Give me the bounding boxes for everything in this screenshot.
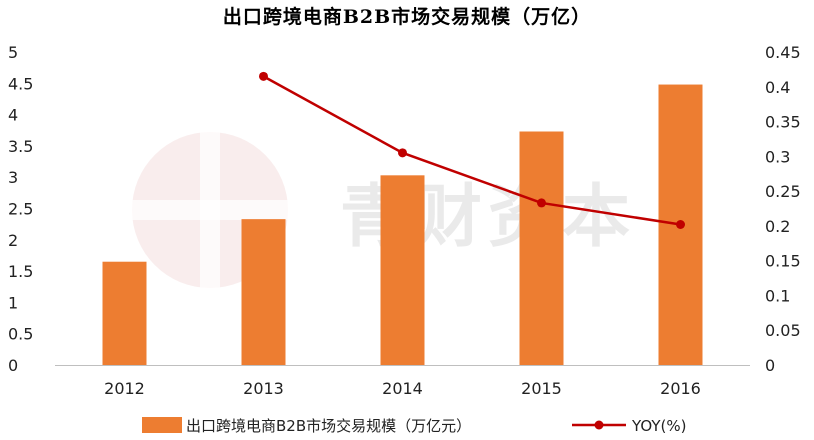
bar-2012 [102,261,147,365]
yoy-point-2014 [398,148,407,158]
legend-label-bar: 出口跨境电商B2B市场交易规模（万亿元） [186,417,471,435]
legend-swatch-marker [594,420,604,430]
y-left-tick-label: 2.5 [8,200,33,219]
chart-title: 出口跨境电商B2B市场交易规模（万亿） [222,6,592,28]
y-left-tick-label: 1 [8,293,18,312]
y-right-tick-label: 0.4 [765,78,790,97]
legend-label-line: YOY(%) [631,417,686,435]
legend-swatch-bar [142,417,182,433]
watermark-logo-cross-v [200,132,220,288]
x-tick-label: 2014 [382,379,423,398]
y-right-tick-label: 0.35 [765,113,801,132]
y-right-tick-label: 0.25 [765,182,801,201]
yoy-point-2013 [259,71,268,81]
bar-2014 [380,175,425,365]
x-tick-label: 2012 [104,379,145,398]
yoy-line [262,75,681,226]
yoy-point-2015 [537,198,546,208]
y-left-tick-label: 4 [8,106,18,125]
y-left-tick-label: 0 [8,356,18,375]
y-right-tick-label: 0.15 [765,252,801,271]
y-right-tick-label: 0.3 [765,147,790,166]
y-right-tick-label: 0 [765,356,775,375]
y-left-tick-label: 2 [8,231,18,250]
y-right-tick-label: 0.45 [765,43,801,62]
y-left-tick-label: 3 [8,168,18,187]
y-left-tick-label: 5 [8,43,18,62]
y-right-tick-label: 0.1 [765,286,790,305]
x-tick-label: 2015 [521,379,562,398]
y-left-tick-label: 3.5 [8,137,33,156]
x-tick-label: 2016 [660,379,701,398]
y-right-tick-label: 0.05 [765,321,801,340]
y-left-tick-label: 1.5 [8,262,33,281]
bar-2013 [241,219,286,365]
legend: 出口跨境电商B2B市场交易规模（万亿元） YOY(%) [142,417,686,435]
y-right-tick-label: 0.2 [765,217,790,236]
y-left-tick-label: 4.5 [8,74,33,93]
yoy-point-2016 [676,219,685,229]
x-tick-label: 2013 [243,379,284,398]
bar-2015 [519,131,564,365]
plot-area: 0 0.5 1 1.5 2 2.5 3 3.5 4 4.5 5 0 0.05 0.1 0.15 0.2 0.25… [8,43,801,398]
y-left-tick-label: 0.5 [8,325,33,344]
